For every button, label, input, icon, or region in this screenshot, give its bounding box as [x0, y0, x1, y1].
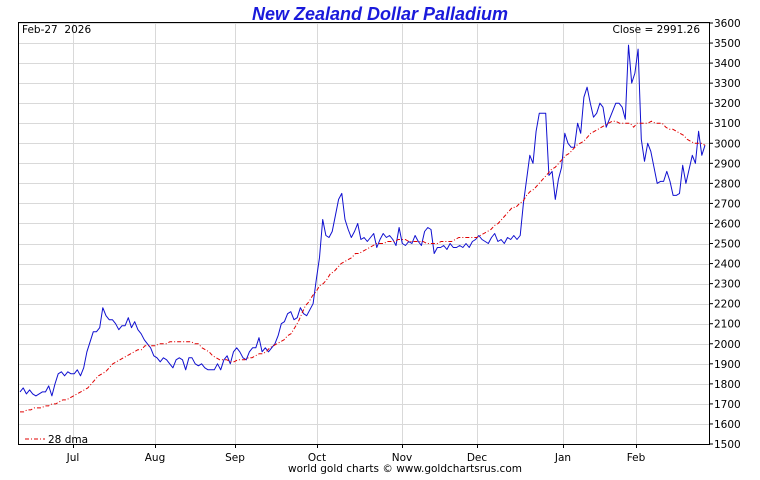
y-tick-label: 1700 — [714, 399, 741, 411]
y-tick-label: 2500 — [714, 239, 741, 251]
x-tick-label: Dec — [467, 452, 488, 464]
y-tick-label: 3400 — [714, 58, 741, 70]
y-tick-label: 2000 — [714, 339, 741, 351]
y-tick-label: 3300 — [714, 78, 741, 90]
y-tick-label: 2700 — [714, 198, 741, 210]
y-tick-label: 3600 — [714, 18, 741, 30]
chart-title: New Zealand Dollar Palladium — [252, 4, 508, 24]
y-tick-label: 3100 — [714, 118, 741, 130]
legend-label-28dma: 28 dma — [48, 434, 88, 446]
x-tick-label: Feb — [627, 452, 646, 464]
y-tick-label: 3200 — [714, 98, 741, 110]
y-tick-label: 1600 — [714, 419, 741, 431]
x-tick-label: Jan — [554, 452, 571, 464]
y-tick-label: 1800 — [714, 379, 741, 391]
series-layer — [19, 44, 706, 413]
price-series-line — [19, 44, 706, 397]
y-tick-label: 3000 — [714, 138, 741, 150]
y-tick-label: 2200 — [714, 299, 741, 311]
x-axis-ticks: Jul Aug Sep Oct Nov Dec Jan Feb — [66, 444, 646, 464]
y-tick-label: 2600 — [714, 218, 741, 230]
grid-layer — [19, 23, 709, 445]
close-price-label: Close = 2991.26 — [613, 24, 701, 36]
x-tick-label: Aug — [145, 452, 166, 464]
y-tick-label: 3500 — [714, 38, 741, 50]
x-tick-label: Oct — [308, 452, 326, 464]
plot-frame — [18, 22, 710, 445]
y-tick-label: 2900 — [714, 158, 741, 170]
date-label: Feb-27 2026 — [22, 24, 91, 36]
x-tick-label: Jul — [66, 452, 80, 464]
y-tick-label: 2100 — [714, 319, 741, 331]
y-tick-label: 2400 — [714, 259, 741, 271]
y-tick-label: 2300 — [714, 279, 741, 291]
y-tick-label: 1500 — [714, 439, 741, 451]
y-tick-label: 1900 — [714, 359, 741, 371]
x-tick-label: Nov — [392, 452, 413, 464]
y-tick-label: 2800 — [714, 178, 741, 190]
legend: 28 dma — [25, 434, 88, 446]
y-axis-ticks: 1500 1600 1700 1800 1900 2000 2100 2200 2300 2400… — [709, 18, 741, 451]
dma-28-series-line — [20, 120, 706, 413]
footer-credit: world gold charts © www.goldchartsrus.co… — [288, 463, 522, 475]
x-tick-label: Sep — [225, 452, 245, 464]
